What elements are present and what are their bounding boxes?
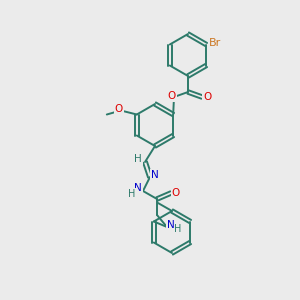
Text: N: N [167, 220, 175, 230]
Text: H: H [128, 189, 136, 199]
Text: O: O [172, 188, 180, 198]
Text: N: N [151, 170, 159, 180]
Text: Br: Br [209, 38, 221, 49]
Text: N: N [134, 183, 142, 193]
Text: O: O [115, 103, 123, 113]
Text: O: O [168, 91, 176, 101]
Text: O: O [203, 92, 211, 102]
Text: H: H [174, 224, 182, 234]
Text: H: H [134, 154, 142, 164]
